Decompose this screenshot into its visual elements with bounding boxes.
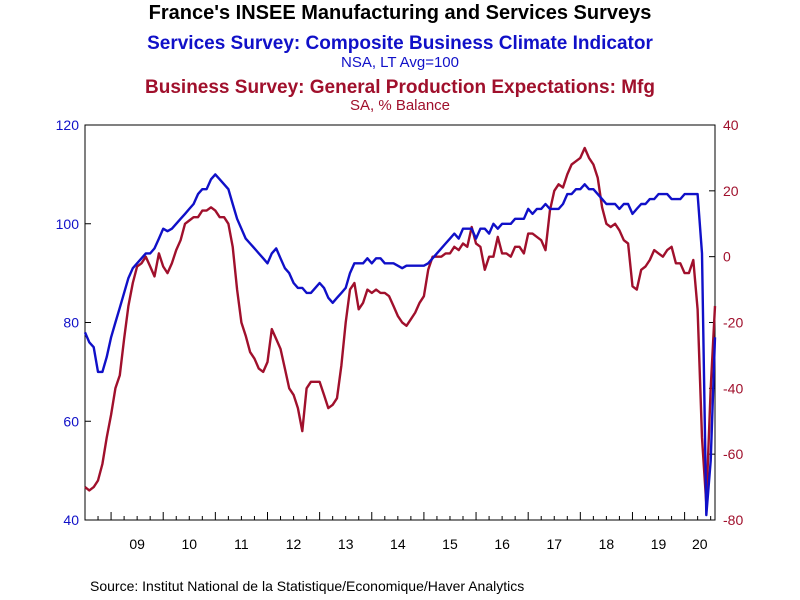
x-tick-label: 18: [599, 536, 615, 552]
left-axis: 40 60 80 100 120: [56, 117, 91, 528]
x-tick-label: 14: [390, 536, 406, 552]
series-line-services: [83, 173, 717, 517]
x-tick-label: 19: [651, 536, 667, 552]
source-note: Source: Institut National de la Statisti…: [90, 578, 524, 594]
left-tick-label: 40: [63, 512, 79, 528]
right-tick-label: -40: [723, 380, 743, 396]
right-tick-label: -60: [723, 446, 743, 462]
left-tick-label: 60: [63, 413, 79, 429]
right-tick-label: 40: [723, 117, 739, 133]
x-tick-label: 17: [546, 536, 562, 552]
x-tick-label: 11: [234, 536, 249, 552]
x-tick-label: 15: [442, 536, 458, 552]
subtitle-manufacturing: Business Survey: General Production Expe…: [145, 77, 655, 98]
x-axis: 09 10 11 12 13 14 15 16 17 18 19 20: [97, 512, 712, 552]
subtitle-services: Services Survey: Composite Business Clim…: [147, 33, 653, 54]
x-tick-label: 16: [494, 536, 510, 552]
left-tick-label: 120: [56, 117, 80, 133]
unit-manufacturing: SA, % Balance: [350, 97, 450, 114]
chart-title: France's INSEE Manufacturing and Service…: [149, 2, 652, 24]
plot-frame: [84, 124, 716, 521]
x-tick-label: 10: [181, 536, 197, 552]
x-tick-label: 09: [129, 536, 145, 552]
right-tick-label: 0: [723, 249, 731, 265]
x-tick-label: 12: [286, 536, 302, 552]
x-tick-label: 13: [338, 536, 354, 552]
right-tick-label: -20: [723, 315, 743, 331]
series-line-manufacturing: [84, 146, 717, 505]
unit-services: NSA, LT Avg=100: [341, 54, 459, 71]
left-tick-label: 80: [63, 315, 79, 331]
left-tick-label: 100: [56, 216, 80, 232]
x-tick-label: 20: [692, 536, 708, 552]
right-tick-label: 20: [723, 183, 739, 199]
right-axis: -80 -60 -40 -20 0 20 40: [709, 117, 743, 528]
right-tick-label: -80: [723, 512, 743, 528]
